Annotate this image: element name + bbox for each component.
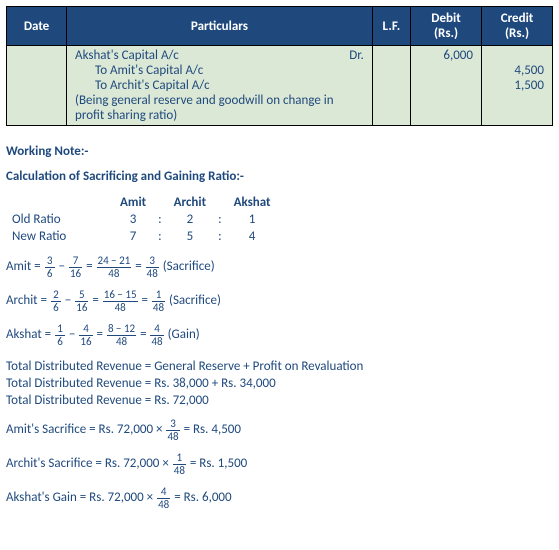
archit-calc: Archit = 26 − 516 = 16 − 1548 = 148 (Sac… <box>6 289 553 313</box>
ratio-label: New Ratio <box>6 228 114 245</box>
working-title: Working Note:- <box>6 144 553 159</box>
working-note: Working Note:- Calculation of Sacrificin… <box>6 144 553 511</box>
col-header-lf: L.F. <box>372 7 410 46</box>
calc-label: Archit's Sacrifice = Rs. 72,000 × <box>6 457 169 472</box>
ratio-table: Amit Archit Akshat Old Ratio 3: 2: 1 New… <box>6 194 277 245</box>
calc-label: Amit = <box>6 259 41 274</box>
result: = Rs. 4,500 <box>184 422 241 437</box>
particulars-cell: Akshat's Capital A/c Dr. To Amit's Capita… <box>67 46 373 126</box>
calc-label: Amit's Sacrifice = Rs. 72,000 × <box>6 422 163 437</box>
tag: (Sacrifice) <box>169 293 221 308</box>
ratio-val: 2 <box>168 211 212 228</box>
result: = Rs. 6,000 <box>174 491 231 506</box>
lf-cell <box>372 46 410 126</box>
amit-calc: Amit = 36 − 716 = 24 − 2148 = 348 (Sacri… <box>6 255 553 279</box>
akshat-calc: Akshat = 16 − 416 = 8 − 1248 = 448 (Gain… <box>6 323 553 347</box>
journal-table: Date Particulars L.F. Debit (Rs.) Credit… <box>6 6 553 126</box>
debit-amount: 6,000 <box>419 48 473 63</box>
result: = Rs. 1,500 <box>190 457 247 472</box>
ratio-val: 7 <box>114 228 152 245</box>
credit-cell: 4,500 1,500 <box>481 46 552 126</box>
tag: (Gain) <box>168 327 200 342</box>
ratio-val: 5 <box>168 228 212 245</box>
ratio-label: Old Ratio <box>6 211 114 228</box>
tag: (Sacrifice) <box>163 259 215 274</box>
col-header-debit: Debit (Rs.) <box>411 7 482 46</box>
table-row: Akshat's Capital A/c Dr. To Amit's Capita… <box>7 46 553 126</box>
partner-head: Akshat <box>228 194 277 211</box>
amit-sacrifice: Amit's Sacrifice = Rs. 72,000 × 348 = Rs… <box>6 418 553 442</box>
dr-label: Dr. <box>349 48 364 63</box>
archit-sacrifice: Archit's Sacrifice = Rs. 72,000 × 148 = … <box>6 452 553 476</box>
credit-amount: 4,500 <box>490 63 544 78</box>
date-cell <box>7 46 67 126</box>
calc-label: Archit = <box>6 293 47 308</box>
debit-cell: 6,000 <box>411 46 482 126</box>
col-header-date: Date <box>7 7 67 46</box>
total-line: Total Distributed Revenue = General Rese… <box>6 359 553 374</box>
partner-head: Amit <box>114 194 152 211</box>
narration: (Being general reserve and goodwill on c… <box>75 93 334 123</box>
entry-line: Akshat's Capital A/c <box>75 48 179 63</box>
akshat-gain: Akshat's Gain = Rs. 72,000 × 448 = Rs. 6… <box>6 486 553 510</box>
ratio-val: 3 <box>114 211 152 228</box>
col-header-credit: Credit (Rs.) <box>481 7 552 46</box>
calc-label: Akshat = <box>6 327 51 342</box>
total-line: Total Distributed Revenue = Rs. 38,000 +… <box>6 376 553 391</box>
col-header-particulars: Particulars <box>67 7 373 46</box>
ratio-val: 4 <box>228 228 277 245</box>
credit-amount: 1,500 <box>490 78 544 93</box>
partner-head: Archit <box>168 194 212 211</box>
ratio-val: 1 <box>228 211 277 228</box>
entry-line: To Archit's Capital A/c <box>95 78 364 93</box>
entry-line: To Amit's Capital A/c <box>95 63 364 78</box>
calc-title: Calculation of Sacrificing and Gaining R… <box>6 169 553 184</box>
total-line: Total Distributed Revenue = Rs. 72,000 <box>6 393 553 408</box>
calc-label: Akshat's Gain = Rs. 72,000 × <box>6 491 153 506</box>
